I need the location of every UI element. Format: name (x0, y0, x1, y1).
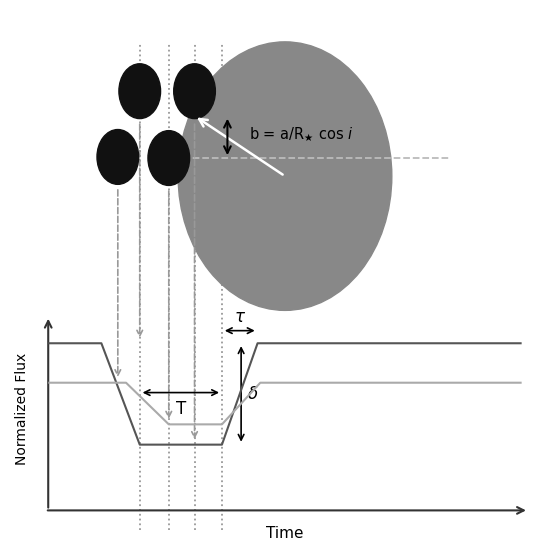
Ellipse shape (148, 130, 190, 185)
Ellipse shape (178, 42, 392, 310)
Ellipse shape (119, 64, 161, 119)
Ellipse shape (174, 64, 215, 119)
Text: $\tau$: $\tau$ (233, 308, 246, 326)
Text: $\delta$: $\delta$ (248, 385, 259, 403)
Text: b = a/R$_\bigstar$ cos $i$: b = a/R$_\bigstar$ cos $i$ (249, 126, 353, 144)
Ellipse shape (97, 129, 139, 184)
Text: T: T (176, 400, 186, 418)
Text: Normalized Flux: Normalized Flux (15, 353, 29, 465)
Text: Time: Time (266, 527, 304, 542)
